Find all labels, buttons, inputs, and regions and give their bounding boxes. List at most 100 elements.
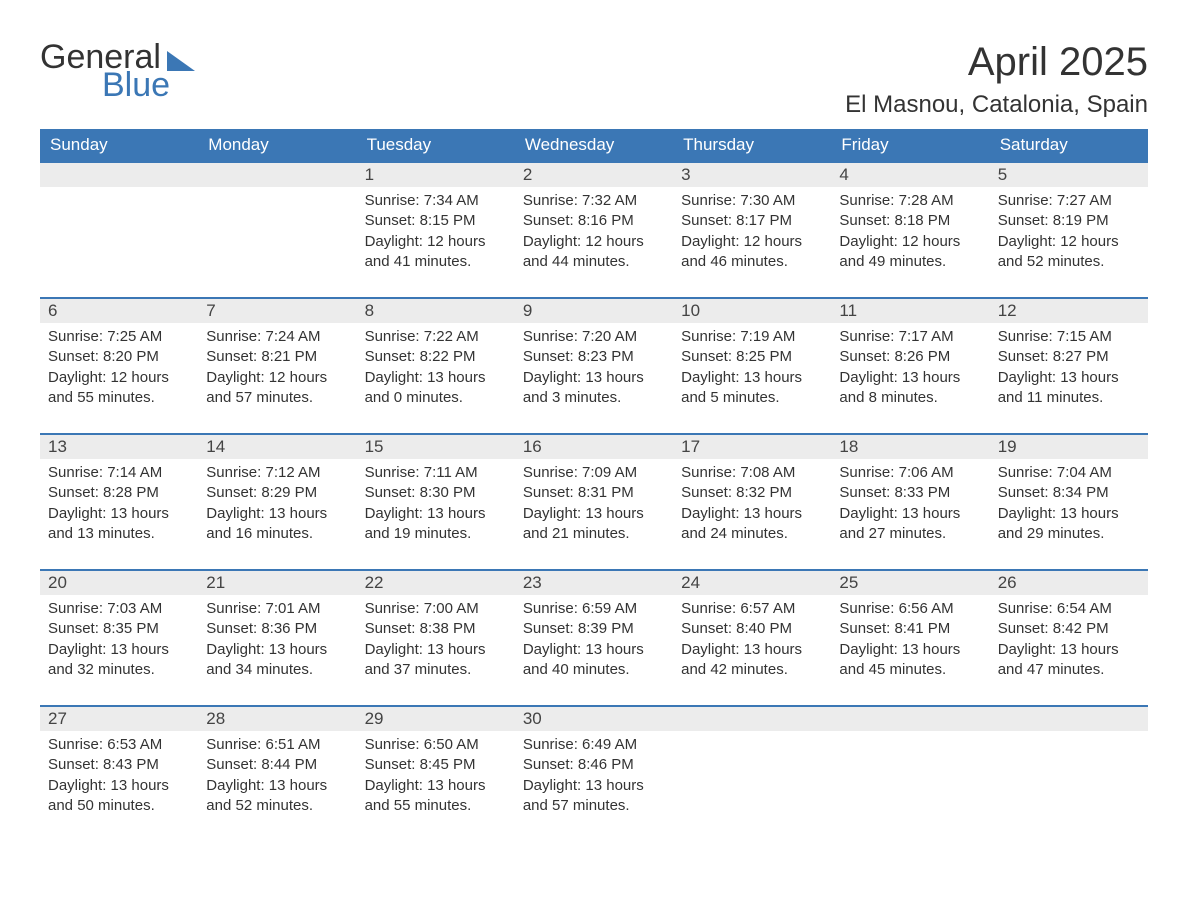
daylight-line: Daylight: 12 hours and 41 minutes.	[365, 232, 507, 273]
calendar-cell: 7Sunrise: 7:24 AMSunset: 8:21 PMDaylight…	[198, 298, 356, 434]
daylight-line: Daylight: 13 hours and 21 minutes.	[523, 504, 665, 545]
sunset-line: Sunset: 8:35 PM	[48, 619, 190, 639]
calendar-cell	[40, 162, 198, 298]
day-number	[198, 163, 356, 187]
calendar-cell	[198, 162, 356, 298]
sunrise-line: Sunrise: 6:51 AM	[206, 735, 348, 755]
sunrise-line: Sunrise: 7:30 AM	[681, 191, 823, 211]
daylight-line: Daylight: 13 hours and 27 minutes.	[839, 504, 981, 545]
day-number	[673, 707, 831, 731]
sunrise-line: Sunrise: 7:34 AM	[365, 191, 507, 211]
calendar-cell: 25Sunrise: 6:56 AMSunset: 8:41 PMDayligh…	[831, 570, 989, 706]
sunset-line: Sunset: 8:22 PM	[365, 347, 507, 367]
day-content: Sunrise: 7:08 AMSunset: 8:32 PMDaylight:…	[673, 459, 831, 552]
dow-header: Monday	[198, 129, 356, 162]
calendar-cell: 2Sunrise: 7:32 AMSunset: 8:16 PMDaylight…	[515, 162, 673, 298]
daylight-line: Daylight: 13 hours and 5 minutes.	[681, 368, 823, 409]
day-content: Sunrise: 7:25 AMSunset: 8:20 PMDaylight:…	[40, 323, 198, 416]
calendar-cell: 12Sunrise: 7:15 AMSunset: 8:27 PMDayligh…	[990, 298, 1148, 434]
day-content: Sunrise: 6:49 AMSunset: 8:46 PMDaylight:…	[515, 731, 673, 824]
day-number	[40, 163, 198, 187]
calendar-cell: 10Sunrise: 7:19 AMSunset: 8:25 PMDayligh…	[673, 298, 831, 434]
calendar-cell: 27Sunrise: 6:53 AMSunset: 8:43 PMDayligh…	[40, 706, 198, 842]
sunset-line: Sunset: 8:31 PM	[523, 483, 665, 503]
day-number: 10	[673, 299, 831, 323]
sunset-line: Sunset: 8:26 PM	[839, 347, 981, 367]
sunset-line: Sunset: 8:36 PM	[206, 619, 348, 639]
dow-header: Saturday	[990, 129, 1148, 162]
sunrise-line: Sunrise: 7:08 AM	[681, 463, 823, 483]
sunrise-line: Sunrise: 7:01 AM	[206, 599, 348, 619]
calendar-cell: 4Sunrise: 7:28 AMSunset: 8:18 PMDaylight…	[831, 162, 989, 298]
sunset-line: Sunset: 8:40 PM	[681, 619, 823, 639]
day-content: Sunrise: 7:03 AMSunset: 8:35 PMDaylight:…	[40, 595, 198, 688]
day-content: Sunrise: 6:57 AMSunset: 8:40 PMDaylight:…	[673, 595, 831, 688]
calendar-cell: 15Sunrise: 7:11 AMSunset: 8:30 PMDayligh…	[357, 434, 515, 570]
calendar-cell: 26Sunrise: 6:54 AMSunset: 8:42 PMDayligh…	[990, 570, 1148, 706]
day-content: Sunrise: 7:27 AMSunset: 8:19 PMDaylight:…	[990, 187, 1148, 280]
sunset-line: Sunset: 8:19 PM	[998, 211, 1140, 231]
sunset-line: Sunset: 8:30 PM	[365, 483, 507, 503]
dow-header: Tuesday	[357, 129, 515, 162]
day-number: 9	[515, 299, 673, 323]
day-number: 19	[990, 435, 1148, 459]
sunset-line: Sunset: 8:34 PM	[998, 483, 1140, 503]
day-number: 24	[673, 571, 831, 595]
calendar-cell: 6Sunrise: 7:25 AMSunset: 8:20 PMDaylight…	[40, 298, 198, 434]
day-content: Sunrise: 7:19 AMSunset: 8:25 PMDaylight:…	[673, 323, 831, 416]
calendar-cell: 29Sunrise: 6:50 AMSunset: 8:45 PMDayligh…	[357, 706, 515, 842]
daylight-line: Daylight: 12 hours and 55 minutes.	[48, 368, 190, 409]
day-content: Sunrise: 7:15 AMSunset: 8:27 PMDaylight:…	[990, 323, 1148, 416]
sunrise-line: Sunrise: 7:24 AM	[206, 327, 348, 347]
calendar-table: SundayMondayTuesdayWednesdayThursdayFrid…	[40, 129, 1148, 842]
calendar-head: SundayMondayTuesdayWednesdayThursdayFrid…	[40, 129, 1148, 162]
day-content: Sunrise: 6:50 AMSunset: 8:45 PMDaylight:…	[357, 731, 515, 824]
day-content: Sunrise: 7:01 AMSunset: 8:36 PMDaylight:…	[198, 595, 356, 688]
day-content: Sunrise: 7:34 AMSunset: 8:15 PMDaylight:…	[357, 187, 515, 280]
sunrise-line: Sunrise: 7:19 AM	[681, 327, 823, 347]
calendar-cell: 3Sunrise: 7:30 AMSunset: 8:17 PMDaylight…	[673, 162, 831, 298]
day-content: Sunrise: 7:04 AMSunset: 8:34 PMDaylight:…	[990, 459, 1148, 552]
dow-header: Wednesday	[515, 129, 673, 162]
calendar-cell: 22Sunrise: 7:00 AMSunset: 8:38 PMDayligh…	[357, 570, 515, 706]
sunrise-line: Sunrise: 7:22 AM	[365, 327, 507, 347]
day-content: Sunrise: 7:12 AMSunset: 8:29 PMDaylight:…	[198, 459, 356, 552]
day-number: 17	[673, 435, 831, 459]
day-number: 29	[357, 707, 515, 731]
day-number	[990, 707, 1148, 731]
day-content: Sunrise: 7:24 AMSunset: 8:21 PMDaylight:…	[198, 323, 356, 416]
sunset-line: Sunset: 8:18 PM	[839, 211, 981, 231]
sunset-line: Sunset: 8:43 PM	[48, 755, 190, 775]
daylight-line: Daylight: 13 hours and 45 minutes.	[839, 640, 981, 681]
daylight-line: Daylight: 13 hours and 50 minutes.	[48, 776, 190, 817]
daylight-line: Daylight: 12 hours and 52 minutes.	[998, 232, 1140, 273]
day-number: 2	[515, 163, 673, 187]
calendar-cell: 21Sunrise: 7:01 AMSunset: 8:36 PMDayligh…	[198, 570, 356, 706]
sunrise-line: Sunrise: 7:11 AM	[365, 463, 507, 483]
calendar-cell: 20Sunrise: 7:03 AMSunset: 8:35 PMDayligh…	[40, 570, 198, 706]
day-number: 3	[673, 163, 831, 187]
sunset-line: Sunset: 8:44 PM	[206, 755, 348, 775]
day-number: 28	[198, 707, 356, 731]
day-content: Sunrise: 7:28 AMSunset: 8:18 PMDaylight:…	[831, 187, 989, 280]
sunrise-line: Sunrise: 6:59 AM	[523, 599, 665, 619]
calendar-cell: 14Sunrise: 7:12 AMSunset: 8:29 PMDayligh…	[198, 434, 356, 570]
calendar-week: 27Sunrise: 6:53 AMSunset: 8:43 PMDayligh…	[40, 706, 1148, 842]
daylight-line: Daylight: 13 hours and 8 minutes.	[839, 368, 981, 409]
calendar-week: 1Sunrise: 7:34 AMSunset: 8:15 PMDaylight…	[40, 162, 1148, 298]
daylight-line: Daylight: 13 hours and 42 minutes.	[681, 640, 823, 681]
calendar-cell	[673, 706, 831, 842]
daylight-line: Daylight: 12 hours and 49 minutes.	[839, 232, 981, 273]
day-content: Sunrise: 7:20 AMSunset: 8:23 PMDaylight:…	[515, 323, 673, 416]
dow-header: Thursday	[673, 129, 831, 162]
day-number: 4	[831, 163, 989, 187]
day-number: 27	[40, 707, 198, 731]
day-number	[831, 707, 989, 731]
daylight-line: Daylight: 13 hours and 19 minutes.	[365, 504, 507, 545]
sunset-line: Sunset: 8:32 PM	[681, 483, 823, 503]
daylight-line: Daylight: 13 hours and 3 minutes.	[523, 368, 665, 409]
sunrise-line: Sunrise: 7:25 AM	[48, 327, 190, 347]
sunrise-line: Sunrise: 7:06 AM	[839, 463, 981, 483]
day-content: Sunrise: 7:32 AMSunset: 8:16 PMDaylight:…	[515, 187, 673, 280]
sunset-line: Sunset: 8:29 PM	[206, 483, 348, 503]
